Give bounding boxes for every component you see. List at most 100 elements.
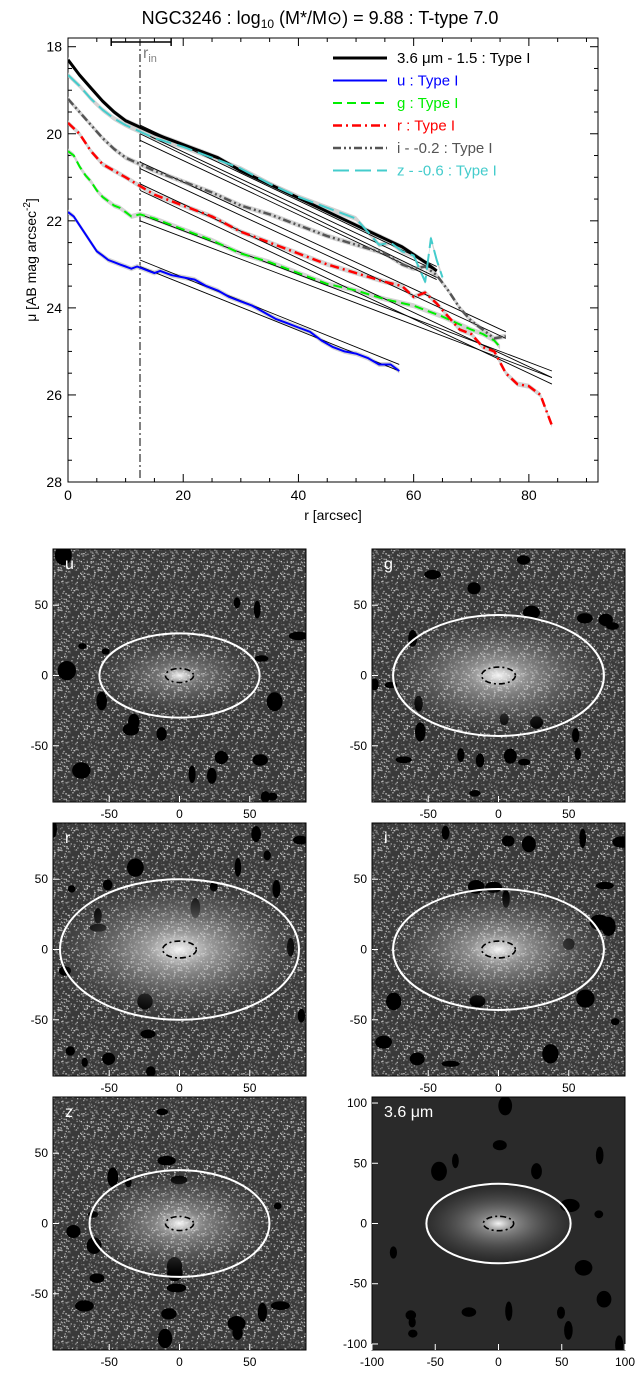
panel-label: i [384, 830, 388, 847]
masked-source [518, 758, 531, 766]
plot-frame [67, 37, 599, 483]
masked-source [89, 1273, 105, 1283]
legend-label: r : Type I [397, 118, 455, 135]
panel-image [53, 549, 306, 802]
masked-source [505, 1301, 513, 1321]
image-panel-g: g 50 0 -50 -50 0 50 [350, 548, 626, 821]
masked-source [457, 748, 465, 763]
panel-y-tick-label: 0 [41, 943, 48, 957]
y-tick-label: 24 [46, 300, 62, 316]
masked-source [128, 713, 140, 730]
masked-source [72, 762, 91, 779]
masked-source [253, 600, 261, 619]
masked-source [66, 1225, 81, 1238]
panel-y-tick-label: 0 [360, 943, 367, 957]
masked-source [577, 613, 593, 624]
masked-source [57, 661, 76, 681]
series-line [68, 74, 444, 283]
panel-x-tick-label: -50 [420, 807, 438, 821]
masked-source [576, 989, 595, 1008]
outer-ellipse [59, 878, 300, 1021]
series-line [68, 98, 507, 340]
panel-label: u [65, 556, 74, 573]
masked-source [156, 1108, 168, 1116]
masked-source [441, 825, 450, 840]
panel-y-tick-label: 50 [35, 598, 49, 612]
masked-source [395, 756, 412, 764]
panel-x-tick-label: 50 [562, 1081, 576, 1095]
panel-x-tick-label: -50 [101, 1081, 119, 1095]
masked-source [516, 555, 531, 565]
r-in-label-subscript: in [148, 53, 157, 65]
masked-source [260, 791, 270, 802]
masked-source [188, 765, 196, 783]
masked-source [53, 823, 57, 838]
series-line [68, 58, 438, 273]
x-tick-label: 20 [175, 487, 191, 503]
masked-source [107, 1167, 119, 1188]
y-axis-label-main: μ [AB mag arcsec [23, 211, 39, 322]
legend-label: g : Type I [397, 95, 458, 112]
x-tick-label: 0 [64, 487, 72, 503]
panel-x-tick-label: 0 [176, 1355, 183, 1369]
masked-source [270, 1301, 290, 1311]
galaxy-light [54, 882, 305, 1017]
masked-source [65, 1046, 76, 1056]
masked-source [166, 1283, 187, 1293]
masked-source [596, 1290, 612, 1308]
inner-ellipse [480, 666, 517, 685]
masked-source [140, 1029, 156, 1039]
masked-source [485, 881, 503, 893]
masked-source [207, 767, 217, 784]
panel-x-tick-label: -50 [427, 1355, 445, 1369]
x-tick-label: 40 [291, 487, 307, 503]
chart-title-rest: (M*/M⊙) = 9.88 : T-type 7.0 [274, 8, 498, 28]
panel-x-tick-label: 100 [615, 1355, 635, 1369]
panel-y-tick-label: 50 [354, 872, 368, 886]
series-fit-line-outer [139, 168, 507, 339]
galaxy-light [387, 892, 610, 1007]
masked-source [467, 582, 481, 595]
masked-source [146, 1066, 156, 1076]
masked-source [266, 692, 283, 712]
masked-source [542, 1044, 559, 1064]
outer-ellipse [88, 1169, 271, 1278]
panel-y-tick-label: 0 [41, 1217, 48, 1231]
galaxy-light [85, 1172, 274, 1275]
panel-label: g [384, 556, 393, 573]
image-panel-z: z 50 0 -50 -50 0 50 [31, 1096, 307, 1369]
masked-source [461, 1307, 477, 1317]
masked-source [158, 1328, 173, 1349]
masked-source [293, 835, 306, 845]
panel-y-tick-label: 0 [41, 669, 48, 683]
chart-title: NGC3246 : log10 (M*/M⊙) = 9.88 : T-type … [142, 8, 499, 31]
y-axis-label-end: ] [23, 198, 39, 202]
legend-label: u : Type I [397, 73, 458, 90]
masked-source [595, 1146, 604, 1165]
masked-source [102, 879, 113, 891]
image-panel-u: u 50 0 -50 -50 0 50 [31, 548, 307, 821]
y-tick-label: 22 [46, 213, 62, 229]
series-line [68, 121, 554, 426]
masked-source [594, 1210, 604, 1219]
inner-ellipse [164, 1215, 195, 1232]
masked-source [252, 754, 268, 766]
masked-source [431, 1161, 447, 1181]
legend-label: 3.6 μm - 1.5 : Type I [397, 50, 530, 67]
galaxy-light [422, 1185, 575, 1262]
masked-source [251, 826, 261, 842]
masked-source [557, 1306, 565, 1319]
panel-x-tick-label: 0 [176, 807, 183, 821]
panel-y-tick-label: -50 [350, 1277, 368, 1291]
masked-source [267, 792, 278, 801]
masked-source [75, 1300, 94, 1312]
galaxy-light [387, 618, 610, 733]
inner-ellipse [161, 940, 198, 959]
masked-source [564, 1321, 573, 1340]
outer-ellipse [425, 1182, 572, 1265]
masked-source [254, 655, 269, 662]
chart-title-main: NGC3246 : log [142, 8, 261, 28]
series-fit-line [139, 161, 507, 333]
panel-x-tick-label: -100 [360, 1355, 384, 1369]
